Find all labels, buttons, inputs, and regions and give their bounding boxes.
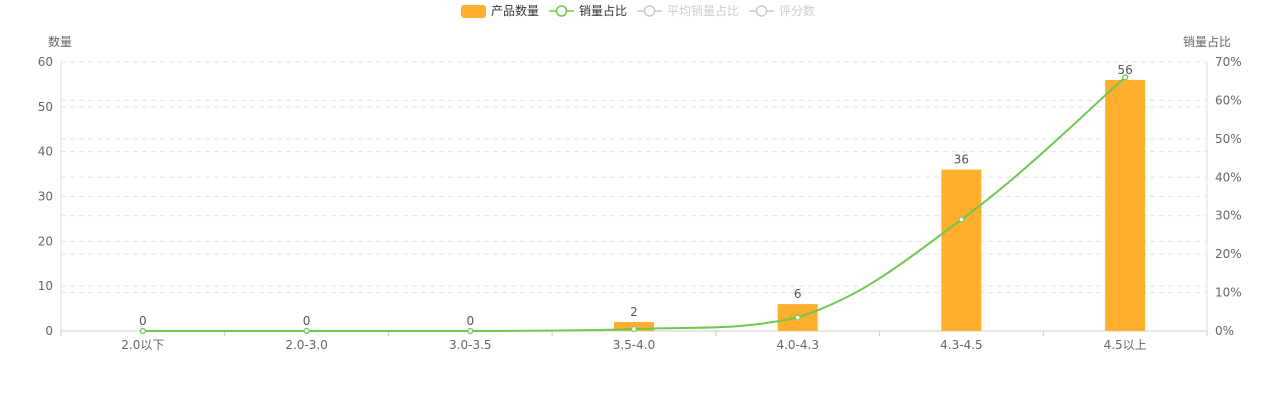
legend-item[interactable]: 销量占比 <box>549 3 627 18</box>
line-point <box>1122 74 1129 81</box>
bar-value-label: 6 <box>794 287 802 301</box>
y-right-tick-label: 70% <box>1215 55 1242 69</box>
data-labels: 0 0 0 2 6 36 56 <box>139 63 1133 328</box>
y-left-tick-label: 0 <box>45 324 53 338</box>
x-tick-label: 2.0-3.0 <box>285 338 328 352</box>
bar-value-label: 0 <box>466 314 474 328</box>
legend-bar-swatch <box>461 5 486 18</box>
legend-label: 销量占比 <box>579 3 627 18</box>
line-point <box>467 327 474 335</box>
legend-item[interactable]: 产品数量 <box>461 3 539 18</box>
legend-label: 产品数量 <box>491 3 539 18</box>
y-left-axis-title: 数量 <box>48 34 72 49</box>
x-tick-label: 3.0-3.5 <box>449 338 492 352</box>
y-left-tick-label: 10 <box>38 279 53 293</box>
y-left-tick-label: 40 <box>38 145 53 159</box>
x-tick-label: 3.5-4.0 <box>613 338 656 352</box>
bar-value-label: 0 <box>139 314 147 328</box>
legend-line-marker <box>555 5 568 17</box>
legend-label: 评分数 <box>779 3 815 18</box>
y-left-tick-label: 20 <box>38 234 53 248</box>
y-right-tick-label: 10% <box>1215 286 1242 300</box>
bar-value-label: 2 <box>630 305 638 319</box>
y-right-tick-label: 40% <box>1215 170 1242 184</box>
y-right-tick-label: 0% <box>1215 324 1234 338</box>
bar-value-label: 0 <box>303 314 311 328</box>
bar <box>1105 79 1146 331</box>
bar-value-label: 56 <box>1118 63 1133 77</box>
line-point <box>139 327 146 335</box>
legend-item[interactable]: 平均销量占比 <box>637 3 739 18</box>
x-tick-label: 2.0以下 <box>121 338 164 352</box>
grid-lines <box>61 61 1207 294</box>
legend: 产品数量 销量占比 平均销量占比 评分数 <box>461 3 815 18</box>
bar <box>941 169 982 331</box>
x-tick-label: 4.5以上 <box>1104 338 1147 352</box>
y-right-tick-label: 20% <box>1215 247 1242 261</box>
y-left-tick-label: 60 <box>38 55 53 69</box>
y-left-tick-label: 30 <box>38 190 53 204</box>
x-tick-label: 4.0-4.3 <box>776 338 819 352</box>
bar-value-label: 36 <box>954 153 969 167</box>
y-left-tick-label: 50 <box>38 100 53 114</box>
y-right-tick-label: 50% <box>1215 132 1242 146</box>
legend-line-marker <box>755 5 768 17</box>
x-tick-label: 4.3-4.5 <box>940 338 983 352</box>
line-point <box>794 314 801 321</box>
legend-label: 平均销量占比 <box>667 3 739 18</box>
y-right-axis-title: 销量占比 <box>1183 34 1231 49</box>
line-point <box>303 327 310 335</box>
line-point <box>958 216 965 223</box>
bar-series <box>614 79 1146 331</box>
y-right-tick-label: 60% <box>1215 93 1242 107</box>
line-point <box>630 325 638 333</box>
legend-item[interactable]: 评分数 <box>749 3 815 18</box>
legend-line-marker <box>643 5 656 17</box>
line-series <box>139 74 1129 335</box>
y-right-tick-label: 30% <box>1215 209 1242 223</box>
